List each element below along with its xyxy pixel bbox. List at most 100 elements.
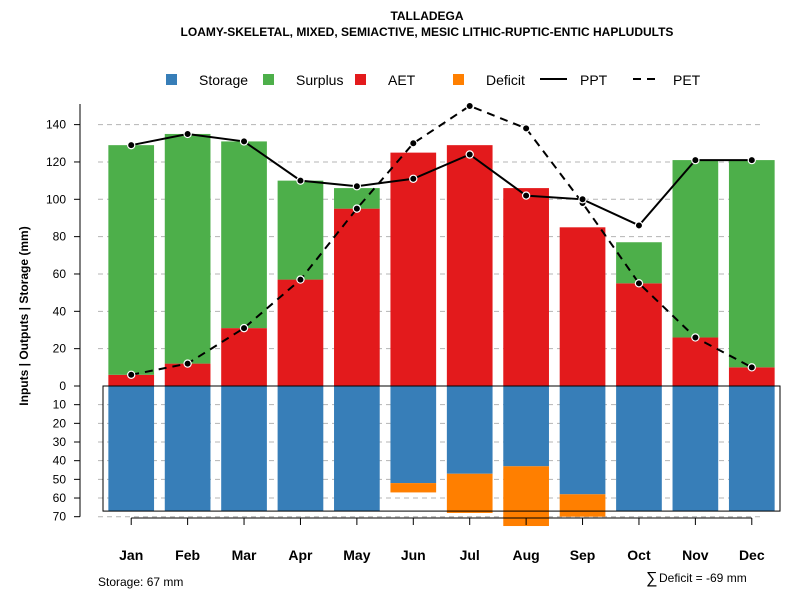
pet-point-aug (521, 124, 531, 133)
legend-swatch-aet (355, 74, 366, 85)
pet-point-dec (747, 363, 756, 372)
axes: 0 20 40 60 80 100 120 140 10 20 30 40 50 60 70 Jan Feb Ma… (46, 103, 765, 563)
surplus-bar-feb (164, 133, 211, 364)
storage-bar-sep (559, 386, 606, 495)
y-tick-label: 120 (46, 155, 66, 169)
y-tick-label: 80 (53, 230, 67, 244)
storage-bar-jun (390, 386, 437, 484)
y-tick-label: 70 (53, 510, 67, 524)
ppt-point-nov (691, 155, 700, 165)
deficit-footer: Deficit = -69 mm (659, 571, 747, 585)
ppt-point-feb (183, 129, 192, 139)
pet-point-nov (691, 333, 700, 342)
legend-label-storage: Storage (199, 72, 248, 88)
aet-bar-feb (164, 363, 211, 386)
surplus-bar-oct (616, 242, 662, 284)
x-tick-label-aug: Aug (513, 547, 540, 563)
deficit-bar-jun (390, 483, 437, 493)
ppt-point-apr (296, 176, 305, 185)
x-tick-label-may: May (343, 547, 370, 563)
storage-bar-mar (221, 386, 267, 512)
y-tick-label: 20 (53, 416, 67, 430)
storage-bar-oct (616, 386, 662, 512)
x-tick-label-oct: Oct (627, 547, 651, 563)
aet-bar-jan (108, 374, 155, 386)
x-tick-label-apr: Apr (288, 547, 313, 563)
ppt-point-jan (127, 140, 136, 150)
ppt-line (131, 132, 752, 227)
pet-point-jan (127, 370, 136, 379)
aet-bar-may (334, 208, 380, 386)
bars (108, 133, 775, 527)
aet-bar-aug (503, 188, 549, 386)
chart-title: TALLADEGA (390, 9, 463, 23)
x-tick-label-mar: Mar (232, 547, 257, 563)
storage-bar-dec (728, 386, 775, 512)
storage-bar-apr (277, 386, 324, 512)
surplus-bar-jan (108, 145, 155, 375)
pet-point-feb (183, 359, 192, 368)
y-tick-label: 10 (53, 398, 67, 412)
surplus-bar-dec (728, 160, 775, 368)
aet-bar-mar (221, 328, 267, 386)
aet-bar-nov (672, 337, 719, 386)
surplus-bar-may (334, 188, 380, 209)
legend-label-ppt: PPT (580, 72, 608, 88)
legend-label-deficit: Deficit (486, 72, 525, 88)
pet-point-jul (465, 101, 474, 111)
x-tick-label-dec: Dec (739, 547, 765, 563)
legend-swatch-surplus (263, 74, 274, 85)
storage-bar-may (334, 386, 380, 512)
y-tick-label: 0 (59, 379, 66, 393)
storage-bar-jan (108, 386, 155, 512)
deficit-sum-symbol: ∑ (646, 570, 657, 587)
y-tick-label: 20 (53, 342, 67, 356)
x-tick-label-jul: Jul (460, 547, 480, 563)
y-tick-label: 40 (53, 454, 67, 468)
ppt-point-dec (747, 155, 756, 165)
x-tick-label-nov: Nov (682, 547, 709, 563)
chart-subtitle: LOAMY-SKELETAL, MIXED, SEMIACTIVE, MESIC… (181, 25, 674, 39)
deficit-bar-sep (559, 494, 606, 517)
deficit-bar-jul (446, 473, 493, 513)
legend-swatch-storage (166, 74, 177, 85)
aet-bar-sep (559, 227, 606, 386)
aet-bar-dec (728, 367, 775, 386)
ppt-point-may (352, 182, 362, 191)
surplus-bar-nov (672, 160, 719, 338)
x-tick-label-jun: Jun (401, 547, 426, 563)
aet-bar-apr (277, 279, 324, 386)
legend-label-aet: AET (388, 72, 416, 88)
ppt-point-oct (634, 221, 644, 230)
storage-bar-jul (446, 386, 493, 474)
ppt-point-jul (465, 150, 474, 159)
legend-label-pet: PET (673, 72, 701, 88)
storage-bar-nov (672, 386, 719, 512)
y-tick-label: 50 (53, 472, 67, 486)
legend: Storage Surplus AET Deficit PPT PET (166, 72, 701, 88)
ppt-point-sep (578, 195, 587, 204)
pet-line (131, 104, 753, 376)
legend-label-surplus: Surplus (296, 72, 343, 88)
y-tick-label: 100 (46, 192, 66, 206)
ppt-point-aug (521, 191, 531, 200)
y-axis-label: Inputs | Outputs | Storage (mm) (17, 226, 31, 405)
storage-bar-aug (503, 386, 549, 467)
pet-point-mar (239, 323, 249, 333)
pet-point-may (352, 204, 362, 213)
series-lines (127, 101, 756, 379)
y-tick-label: 30 (53, 435, 67, 449)
x-tick-label-feb: Feb (175, 547, 200, 563)
aet-bar-oct (616, 283, 662, 386)
storage-capacity-box (102, 385, 781, 512)
ppt-point-jun (409, 174, 418, 183)
y-tick-label: 40 (53, 304, 67, 318)
ppt-point-mar (239, 137, 249, 146)
aet-bar-jul (446, 145, 493, 386)
legend-swatch-deficit (453, 74, 464, 85)
zero-line (102, 385, 781, 512)
surplus-bar-apr (277, 180, 324, 280)
y-tick-label: 60 (53, 491, 67, 505)
deficit-bar-aug (503, 466, 549, 527)
